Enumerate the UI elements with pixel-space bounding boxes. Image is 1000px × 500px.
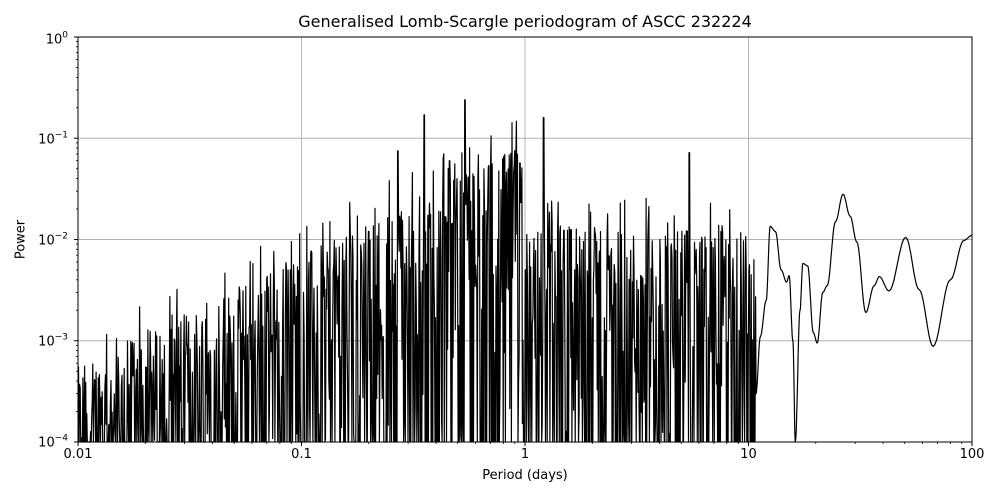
x-tick-label: 1 — [520, 447, 530, 462]
y-tick-label: 10−4 — [38, 433, 68, 451]
x-axis-label: Period (days) — [482, 468, 568, 483]
y-axis-label: Power — [13, 219, 29, 260]
y-tick-label: 10−3 — [38, 332, 68, 350]
y-tick-label: 10−2 — [38, 231, 68, 249]
x-tick-label: 10 — [740, 447, 757, 462]
x-tick-label: 0.1 — [291, 447, 312, 462]
periodogram-line — [77, 99, 973, 443]
chart-title: Generalised Lomb-Scargle periodogram of … — [298, 12, 752, 31]
x-tick-label: 100 — [959, 447, 985, 462]
y-tick-label: 100 — [45, 30, 68, 48]
y-tick-label: 10−1 — [38, 130, 68, 148]
axis-ticks — [74, 36, 973, 446]
x-tick-label: 0.01 — [63, 447, 93, 462]
